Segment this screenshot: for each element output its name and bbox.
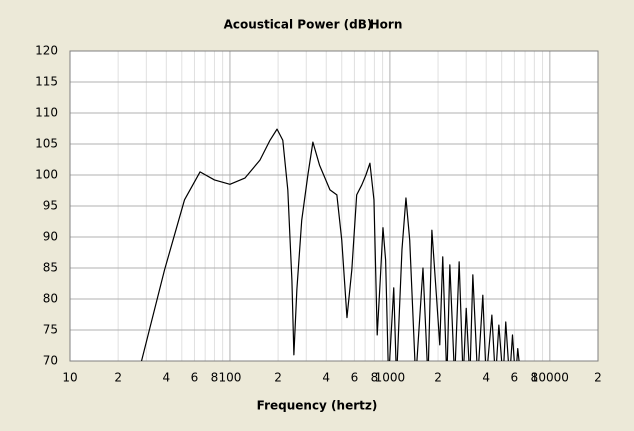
x-tick-label: 6: [351, 371, 359, 385]
x-tick-label: 6: [511, 371, 519, 385]
y-tick-label: 80: [43, 292, 58, 306]
plot-border: [69, 50, 599, 362]
x-tick-label: 10000: [531, 371, 569, 385]
plot-clip: [140, 128, 520, 361]
x-tick-label: 1000: [375, 371, 406, 385]
x-axis-label: Frequency (hertz): [257, 399, 378, 413]
y-tick-label: 105: [35, 137, 58, 151]
x-tick-label: 6: [191, 371, 199, 385]
chart-title: Acoustical Power (dB): [224, 18, 373, 32]
y-tick-label: 85: [43, 261, 58, 275]
y-tick-label: 75: [43, 323, 58, 337]
y-tick-label: 100: [35, 168, 58, 182]
x-tick-label: 8: [211, 371, 219, 385]
x-tick-label: 2: [274, 371, 282, 385]
y-tick-label: 115: [35, 75, 58, 89]
y-tick-label: 90: [43, 230, 58, 244]
data-line: [140, 128, 520, 361]
x-tick-label: 10: [62, 371, 77, 385]
x-tick-label: 100: [218, 371, 241, 385]
y-tick-label: 110: [35, 106, 58, 120]
y-tick-label: 120: [35, 44, 58, 58]
chart-subtitle: Horn: [370, 18, 403, 32]
x-tick-label: 4: [482, 371, 490, 385]
x-tick-label: 4: [162, 371, 170, 385]
x-tick-label: 4: [322, 371, 330, 385]
x-tick-label: 2: [434, 371, 442, 385]
x-tick-label: 8: [531, 371, 539, 385]
x-tick-label: 8: [371, 371, 379, 385]
x-tick-label: 2: [114, 371, 122, 385]
x-tick-label: 2: [594, 371, 602, 385]
y-tick-label: 70: [43, 354, 58, 368]
y-tick-label: 95: [43, 199, 58, 213]
